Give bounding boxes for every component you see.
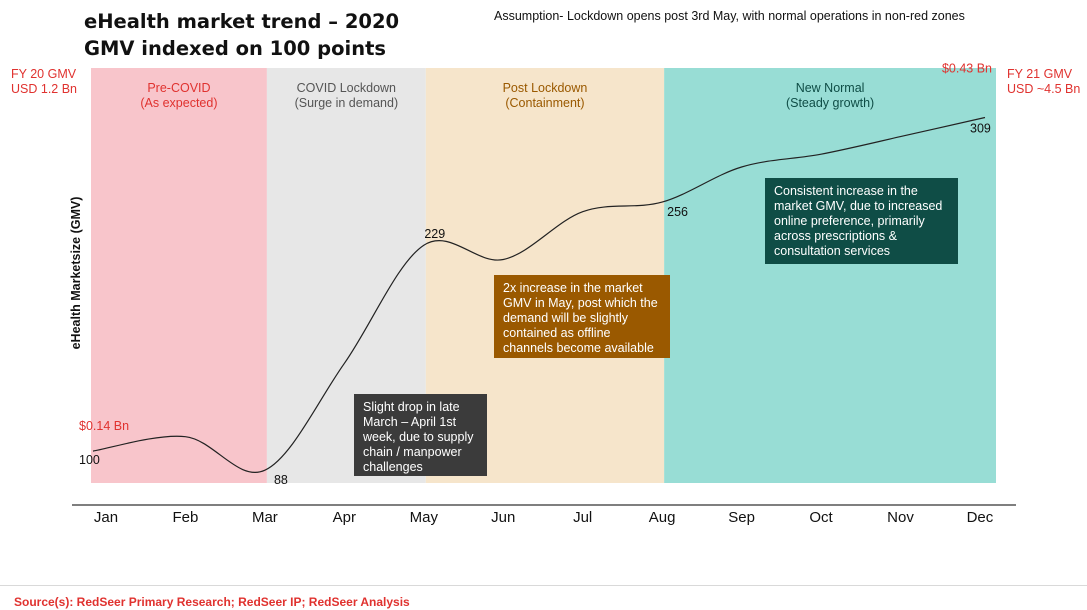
note-supply-drop: Slight drop in late March – April 1st we… <box>354 394 487 476</box>
title-line-1: eHealth market trend – 2020 <box>84 10 400 33</box>
phase-subtitle-pre-covid: (As expected) <box>140 96 217 110</box>
fy21-line-2: USD ~4.5 Bn <box>1007 82 1081 96</box>
title-line-2: GMV indexed on 100 points <box>84 37 387 60</box>
x-tick-label: Sep <box>728 509 755 526</box>
phase-band-new-normal <box>664 68 996 483</box>
gmv-series-line <box>92 116 986 473</box>
x-tick-label: Feb <box>173 509 199 526</box>
x-tick-label: Jun <box>491 509 515 526</box>
x-tick-label: Oct <box>809 509 833 526</box>
phase-title-post-lockdown: Post Lockdown <box>503 81 588 95</box>
phase-title-pre-covid: Pre-COVID <box>147 81 210 95</box>
phase-subtitle-post-lockdown: (Containment) <box>505 96 584 110</box>
x-tick-label: Jan <box>94 509 118 526</box>
source-note: Source(s): RedSeer Primary Research; Red… <box>14 595 410 609</box>
fy21-gmv-label: FY 21 GMV USD ~4.5 Bn <box>1007 67 1080 97</box>
phase-band-pre-covid <box>91 68 267 483</box>
phase-subtitle-lockdown: (Surge in demand) <box>295 96 399 110</box>
fy20-line-2: USD 1.2 Bn <box>11 82 78 96</box>
x-tick-label: Mar <box>252 509 278 526</box>
assumption-note: Assumption- Lockdown opens post 3rd May,… <box>494 9 965 23</box>
value-annotation: $0.43 Bn <box>942 61 992 75</box>
fy21-line-1: FY 21 GMV <box>1007 67 1073 81</box>
chart-title: eHealth market trend – 2020 GMV indexed … <box>84 8 444 62</box>
x-tick-label: Dec <box>967 509 994 526</box>
fy20-line-1: FY 20 GMV <box>11 67 77 81</box>
data-label: 100 <box>79 453 100 467</box>
data-label: 229 <box>424 227 445 241</box>
x-tick-label: May <box>410 509 439 526</box>
x-tick-label: Nov <box>887 509 914 526</box>
phase-title-new-normal: New Normal <box>796 81 865 95</box>
x-tick-label: Apr <box>333 509 356 526</box>
data-label: 309 <box>970 121 991 135</box>
phase-subtitle-new-normal: (Steady growth) <box>786 96 874 110</box>
footer-divider <box>0 585 1087 586</box>
fy20-gmv-label: FY 20 GMV USD 1.2 Bn <box>11 67 77 97</box>
data-label: 256 <box>667 205 688 219</box>
data-label: 88 <box>274 473 288 487</box>
note-may-increase: 2x increase in the market GMV in May, po… <box>494 275 670 358</box>
value-annotation: $0.14 Bn <box>79 419 129 433</box>
note-consistent-increase: Consistent increase in the market GMV, d… <box>765 178 958 264</box>
phase-title-lockdown: COVID Lockdown <box>297 81 396 95</box>
y-axis-label: eHealth Marketsize (GMV) <box>69 196 83 350</box>
x-tick-label: Jul <box>573 509 592 526</box>
x-tick-label: Aug <box>649 509 676 526</box>
